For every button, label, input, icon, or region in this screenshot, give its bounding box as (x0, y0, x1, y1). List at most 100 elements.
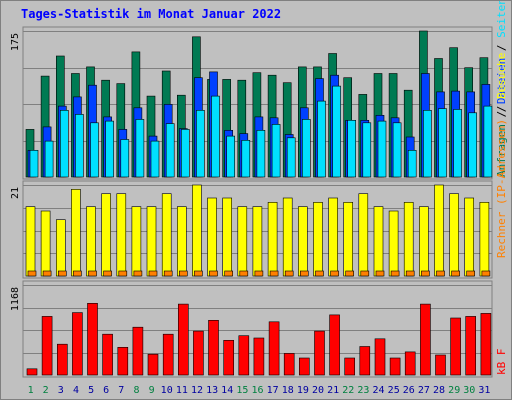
bar-seiten (181, 129, 190, 178)
x-tick-label: 20 (312, 385, 324, 396)
x-tick-label: 30 (463, 385, 475, 396)
bar-besuche (358, 193, 369, 277)
bar-rechner (103, 270, 112, 277)
bar-besuche (403, 202, 414, 277)
bar-kb (56, 343, 68, 376)
bar-seiten (286, 137, 296, 178)
y-tick-label: 21 (10, 187, 21, 199)
bar-seiten (347, 120, 357, 178)
panel-visits: 21 (10, 180, 493, 279)
chart-title: Tages-Statistik im Monat Januar 2022 (21, 7, 281, 21)
bar-rechner (73, 270, 82, 277)
bar-besuche (101, 193, 111, 277)
bar-kb (208, 319, 219, 376)
bar-besuche (464, 197, 475, 277)
bar-kb (193, 330, 204, 376)
bar-rechner (405, 270, 415, 277)
x-tick-label: 1 (28, 385, 34, 396)
bar-besuche (267, 202, 278, 277)
bar-kb (117, 346, 129, 376)
bar-seiten (120, 139, 130, 178)
bar-rechner (27, 270, 37, 277)
x-tick-label: 26 (403, 385, 415, 396)
x-tick-label: 16 (251, 385, 263, 396)
bar-besuche (297, 206, 308, 277)
bar-besuche (177, 206, 187, 277)
panel-traffic: 1168 (10, 280, 493, 378)
bar-seiten (301, 119, 311, 178)
legend-visits: Rechner (IP-Adressen) / Besuche (495, 53, 508, 258)
bar-seiten (438, 108, 447, 178)
bar-rechner (451, 270, 460, 277)
bar-rechner (375, 270, 385, 277)
x-tick-label: 13 (206, 385, 218, 396)
bar-seiten (135, 119, 145, 178)
x-tick-label: 6 (103, 385, 109, 396)
bar-seiten (271, 124, 281, 178)
x-tick-label: 17 (267, 385, 279, 396)
x-tick-label: 18 (282, 385, 294, 396)
bar-seiten (196, 110, 205, 178)
bar-seiten (423, 110, 432, 178)
bar-kb (147, 353, 159, 376)
bar-kb (465, 316, 477, 376)
bar-rechner (239, 270, 249, 277)
legend-entry: / (495, 99, 508, 119)
x-tick-label: 27 (418, 385, 430, 396)
x-tick-label: 2 (43, 385, 49, 396)
bar-kb (344, 357, 356, 376)
bar-besuche (388, 210, 399, 277)
bar-kb (420, 303, 431, 376)
bar-kb (72, 312, 83, 376)
bar-rechner (57, 270, 67, 277)
bar-kb (298, 357, 310, 376)
bar-kb (102, 333, 113, 376)
legend-entry: / (495, 104, 508, 124)
bar-seiten (226, 135, 235, 178)
bar-rechner (436, 270, 445, 277)
bar-rechner (133, 270, 143, 277)
bar-kb (389, 357, 401, 376)
bar-rechner (421, 270, 430, 277)
bar-rechner (194, 270, 203, 277)
bar-besuche (343, 202, 354, 277)
bar-besuche (207, 197, 217, 277)
bar-kb (162, 333, 174, 376)
x-tick-label: 8 (133, 385, 139, 396)
bar-kb (283, 353, 295, 376)
legend-entry: Besuche (495, 53, 508, 99)
bar-besuche (449, 193, 459, 277)
bar-besuche (419, 206, 429, 277)
bar-besuche (479, 202, 490, 277)
x-tick-label: 28 (433, 385, 445, 396)
x-tick-label: 12 (191, 385, 203, 396)
bar-seiten (165, 123, 175, 178)
bar-rechner (118, 270, 128, 277)
x-tick-label: 5 (88, 385, 94, 396)
bar-seiten (241, 140, 251, 178)
bar-seiten (75, 114, 84, 178)
bar-rechner (390, 270, 400, 277)
bar-rechner (224, 270, 233, 277)
legend-entry: Dateien (495, 58, 508, 104)
chart-panels: 175 21 1168 (10, 26, 493, 378)
bar-rechner (42, 270, 52, 277)
x-tick-label: 22 (342, 385, 354, 396)
x-tick-label: 24 (372, 385, 384, 396)
bar-kb (268, 321, 280, 376)
bar-kb (253, 337, 265, 376)
bar-besuche (252, 206, 263, 277)
bar-besuche (146, 206, 157, 277)
x-tick-label: 3 (58, 385, 64, 396)
bar-kb (480, 313, 492, 376)
bar-seiten (377, 120, 387, 178)
bar-rechner (360, 270, 370, 277)
bar-seiten (211, 95, 220, 178)
bar-seiten (150, 140, 160, 178)
bar-rechner (345, 270, 355, 277)
bar-seiten (483, 105, 493, 178)
bar-besuche (55, 219, 66, 277)
x-tick-label: 9 (149, 385, 155, 396)
x-tick-labels: 1 2 3 4 5 6 7 8 9 10 11 12 13 14 15 16 17 18 19 20 21 22 23 24 2… (28, 385, 491, 396)
